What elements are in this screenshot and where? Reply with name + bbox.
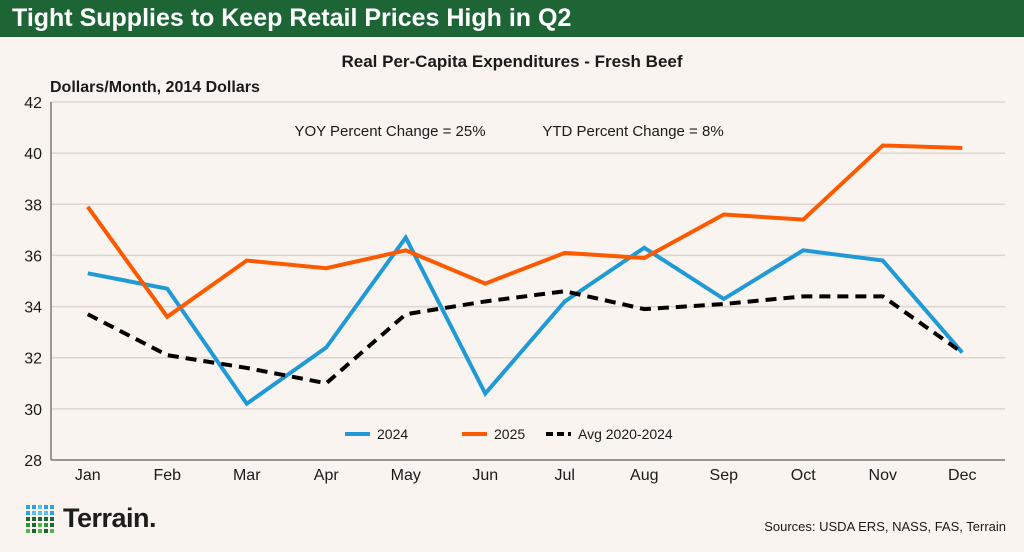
x-tick-label: Feb (153, 467, 181, 484)
legend-label: 2025 (494, 426, 525, 442)
x-tick-label: Aug (630, 467, 658, 484)
y-tick-label: 42 (24, 95, 42, 112)
logo-dots-icon (26, 504, 54, 533)
terrain-logo: Terrain. (26, 503, 157, 534)
series-line-2025 (86, 143, 963, 320)
annotation: YTD Percent Change = 8% (542, 123, 723, 140)
y-tick-label: 38 (24, 197, 42, 214)
x-tick-label: Jan (75, 467, 101, 484)
source-note: Sources: USDA ERS, NASS, FAS, Terrain (764, 519, 1006, 534)
x-tick-label: Jul (555, 467, 575, 484)
y-axis-label: Dollars/Month, 2014 Dollars (50, 79, 260, 96)
y-tick-label: 40 (24, 146, 42, 163)
logo-text: Terrain. (63, 503, 157, 533)
y-tick-label: 28 (24, 453, 42, 470)
x-tick-label: May (391, 467, 421, 484)
x-tick-label: Oct (791, 467, 816, 484)
annotation: YOY Percent Change = 25% (294, 123, 485, 140)
x-tick-label: Nov (869, 467, 897, 484)
x-tick-label: Jun (472, 467, 498, 484)
header-title: Tight Supplies to Keep Retail Prices Hig… (0, 0, 1024, 37)
series-line-avg-2020-2024 (86, 289, 964, 386)
series-line-2024 (87, 233, 964, 407)
x-tick-label: Apr (314, 467, 340, 484)
chart-title: Real Per-Capita Expenditures - Fresh Bee… (341, 52, 683, 71)
x-tick-label: Mar (233, 467, 261, 484)
y-tick-label: 30 (24, 402, 42, 419)
y-tick-label: 34 (24, 300, 42, 317)
x-tick-label: Dec (948, 467, 976, 484)
y-tick-label: 32 (24, 351, 42, 368)
y-tick-label: 36 (24, 248, 42, 265)
x-tick-label: Sep (710, 467, 739, 484)
legend-label: Avg 2020-2024 (578, 426, 673, 442)
legend-label: 2024 (377, 426, 408, 442)
